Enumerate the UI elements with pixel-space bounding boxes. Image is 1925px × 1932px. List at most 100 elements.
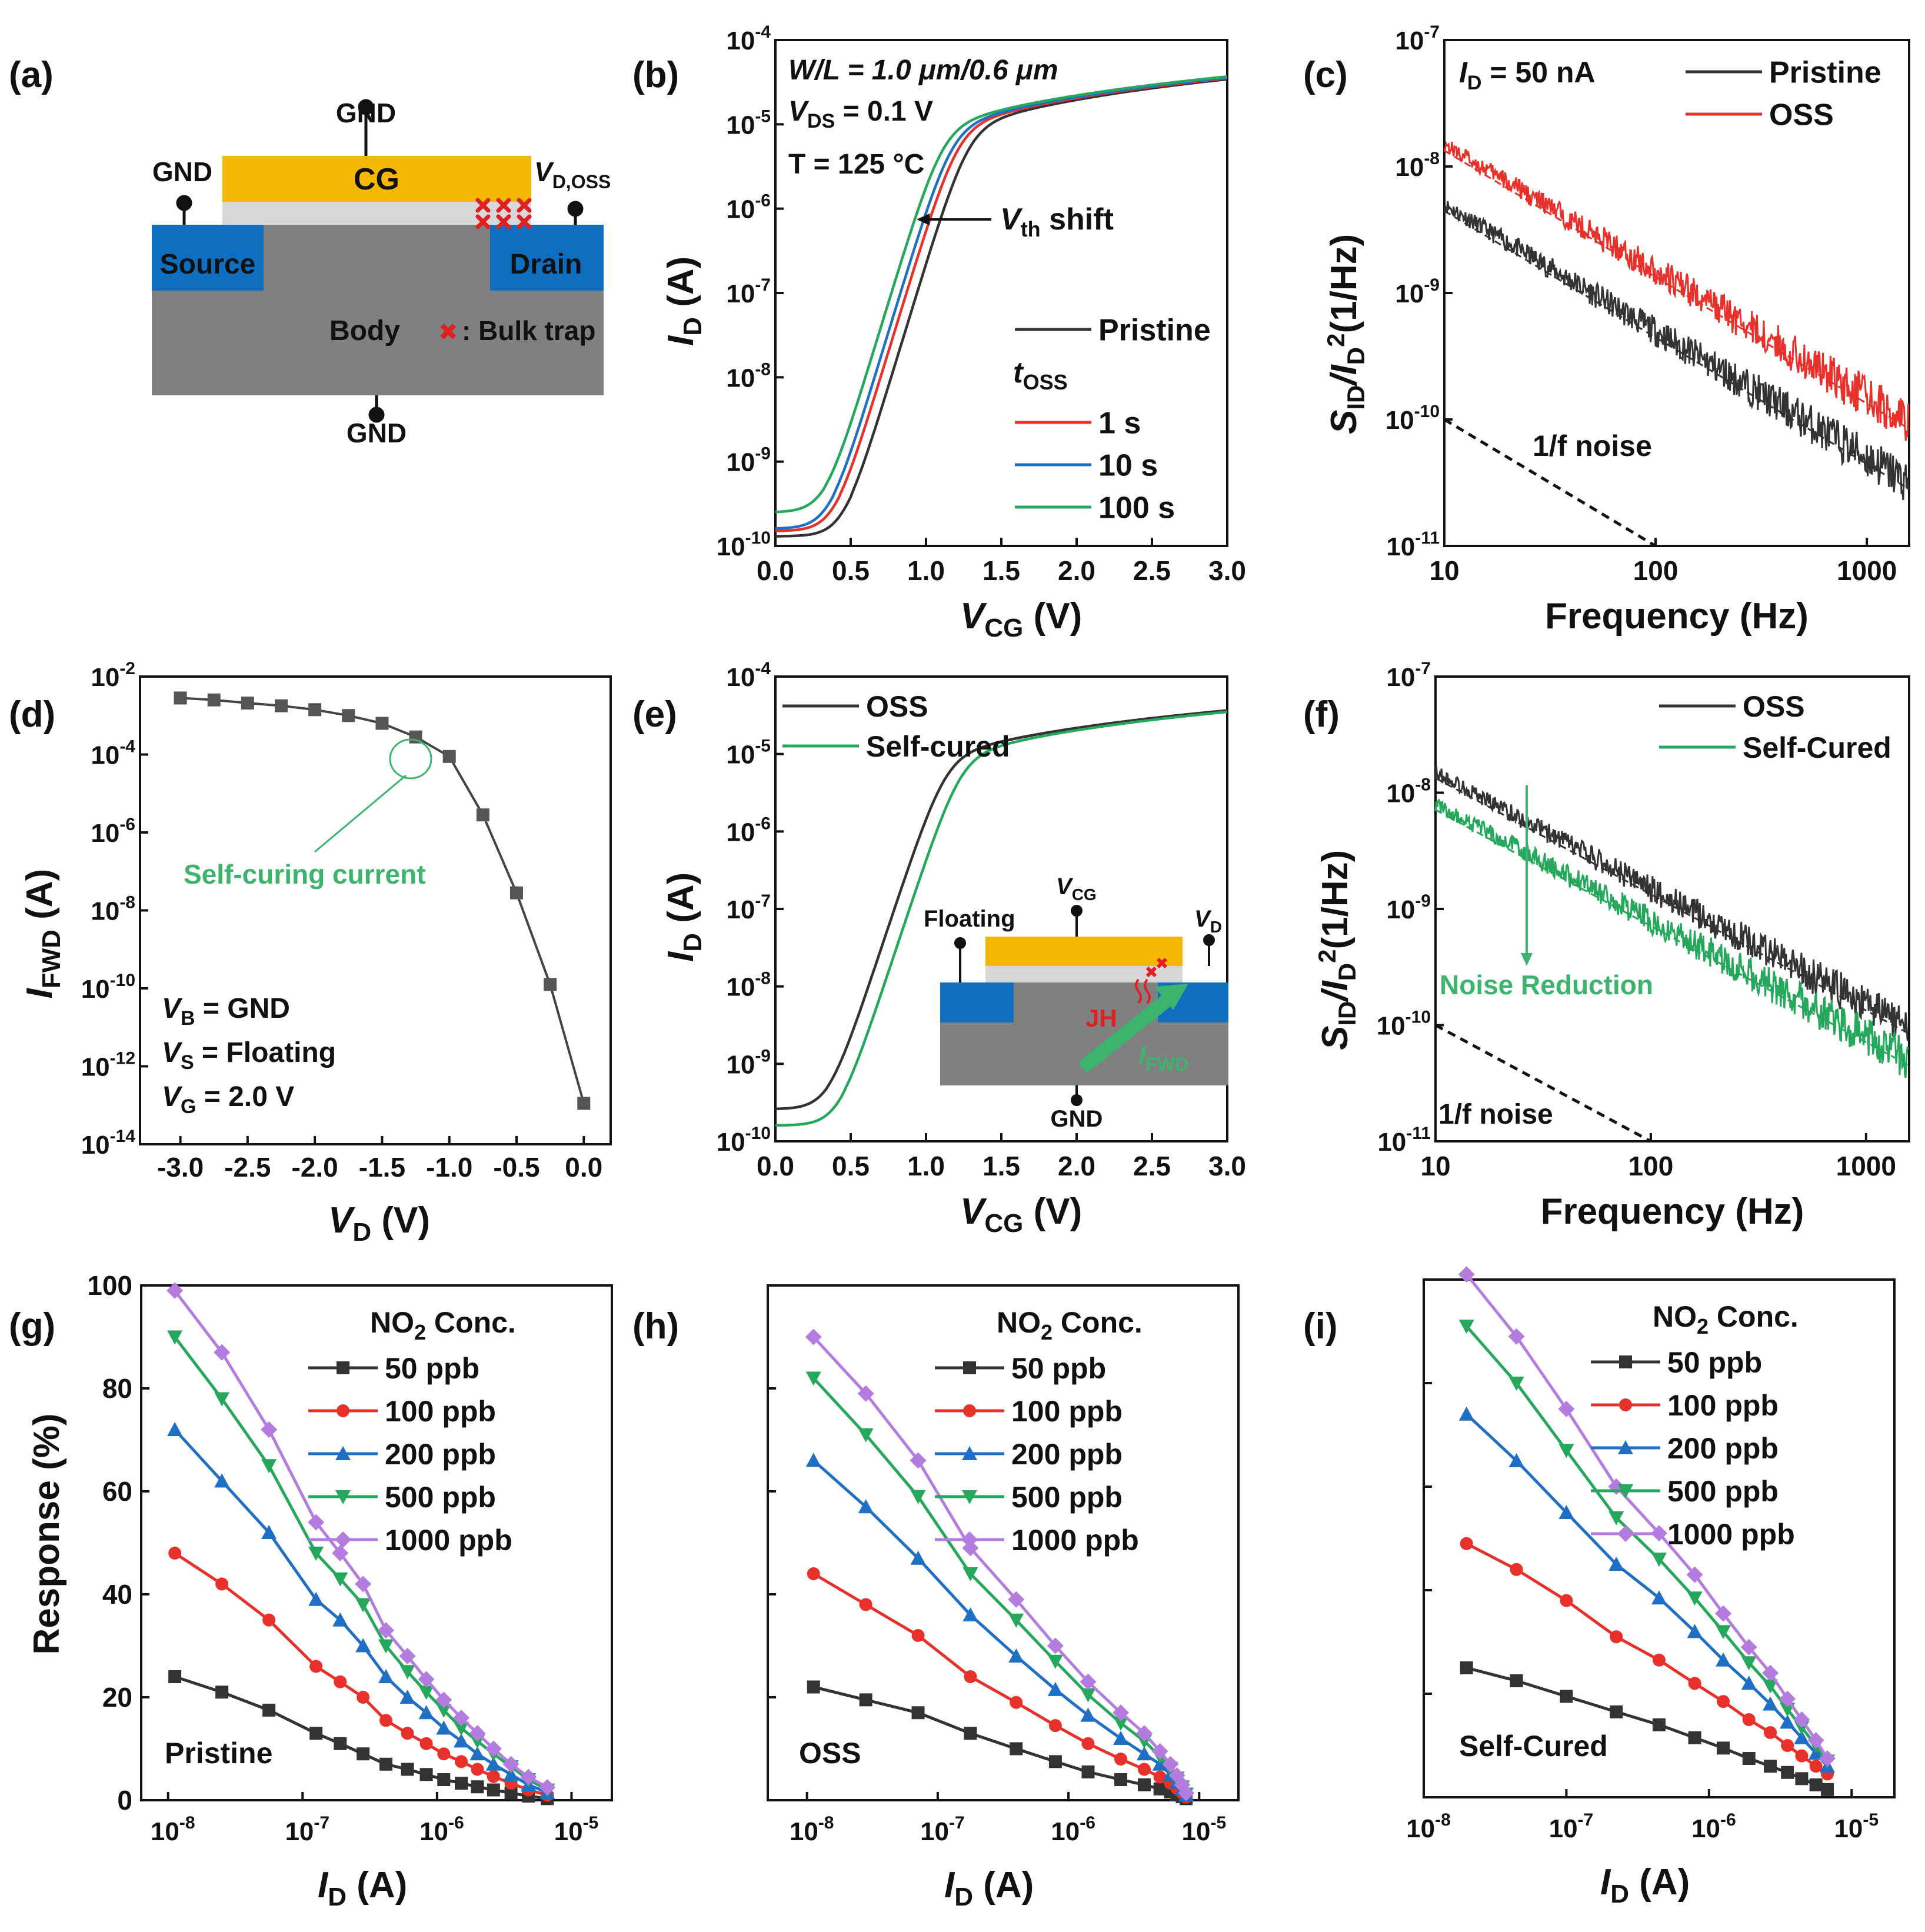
y-tick-label: 10-7 — [726, 275, 771, 308]
data-point — [261, 1459, 277, 1474]
legend-marker — [961, 1531, 978, 1548]
data-point — [1558, 1505, 1574, 1519]
data-point — [857, 1385, 874, 1402]
series-line-50-ppb — [174, 1675, 548, 1800]
data-point — [859, 1598, 872, 1611]
y-tick-label: 60 — [102, 1476, 132, 1507]
plot-frame — [139, 675, 612, 1145]
y-tick-label: 10-6 — [726, 191, 771, 224]
gnd-left-label: GND — [152, 156, 212, 187]
x-tick-label: 100 — [1633, 555, 1678, 586]
x-tick-label: 1000 — [1836, 1151, 1896, 1181]
x-tick-label: 10-7 — [1549, 1810, 1594, 1843]
data-point — [502, 1756, 519, 1773]
legend-label: 100 s — [1098, 491, 1175, 525]
data-point — [911, 1629, 925, 1642]
data-point — [469, 1725, 486, 1742]
data-point — [167, 1422, 183, 1436]
data-point — [308, 1591, 324, 1606]
panel-i-chart: 10-8 10-7 10-6 10-5 ID (A) NO2 Conc. 50 ppb 100… — [1406, 1266, 1896, 1908]
y-tick-label: 10-10 — [81, 971, 135, 1004]
y-tick-label: 10-10 — [717, 528, 771, 561]
series-line-100-s — [775, 75, 1228, 514]
data-point — [1793, 1711, 1810, 1728]
x-tick-label: -1.0 — [426, 1152, 472, 1182]
y-tick-label: 10-4 — [726, 659, 771, 692]
data-point — [1081, 1737, 1095, 1750]
data-point — [1795, 1749, 1809, 1763]
data-point — [1807, 1732, 1824, 1749]
data-point — [332, 1545, 349, 1561]
y-tick-label: 40 — [102, 1579, 132, 1610]
x-tick-label: -2.5 — [224, 1152, 271, 1182]
y-tick-label: 10-10 — [1386, 402, 1440, 435]
data-point — [453, 1710, 469, 1726]
x-tick-label: 2.5 — [1133, 555, 1171, 586]
x-tick-label: 100 — [1628, 1151, 1674, 1181]
series-fit-self-cured — [1435, 809, 1910, 1067]
data-point — [1610, 1705, 1623, 1718]
data-point — [476, 808, 489, 822]
panel-b-annotations: W/L = 1.0 μm/0.6 μm VDS = 0.1 V T = 125 … — [788, 55, 1114, 394]
legend-label: Pristine — [1098, 314, 1211, 348]
x-axis-label: Frequency (Hz) — [1545, 596, 1809, 637]
data-point — [858, 1499, 874, 1514]
data-point — [419, 1737, 433, 1750]
y-tick-label: 0 — [117, 1785, 132, 1816]
data-point — [166, 1282, 184, 1299]
y-tick-label: 10-9 — [1386, 891, 1431, 924]
terminals — [176, 99, 584, 423]
series-line-pristine — [1443, 201, 1910, 501]
x-tick-label: 1.0 — [907, 1151, 945, 1181]
legend-label: 100 ppb — [1011, 1395, 1123, 1428]
data-point — [1010, 1696, 1023, 1709]
data-point — [1717, 1741, 1730, 1755]
data-point — [539, 1779, 556, 1796]
series-line-500-ppb — [812, 1377, 1188, 1795]
y-tick-label: 10-7 — [726, 891, 771, 924]
data-point — [1610, 1630, 1623, 1644]
y-tick-label: 10-4 — [726, 22, 771, 55]
y-tick-label: 10-8 — [726, 359, 771, 392]
data-point — [437, 1773, 451, 1786]
series-line-10-s — [775, 76, 1228, 530]
x-tick-label: 0.5 — [832, 555, 870, 586]
series-fit-oss — [1444, 149, 1910, 430]
x-tick-label: -0.5 — [493, 1152, 539, 1182]
data-point — [1560, 1594, 1573, 1607]
data-point — [1715, 1605, 1732, 1622]
data-point — [168, 1547, 182, 1560]
y-tick-label: 10-7 — [1395, 22, 1440, 55]
x-tick-label: 10-8 — [151, 1813, 195, 1846]
panel-label-a: (a) — [9, 55, 54, 95]
data-point — [334, 1737, 347, 1750]
y-tick-label: 10-9 — [1395, 275, 1440, 308]
data-point — [379, 1757, 392, 1771]
panel-f-annotations: Noise Reduction 1/f noise — [1438, 785, 1653, 1130]
data-point — [485, 1756, 501, 1771]
ifwd-arrowhead — [1154, 984, 1188, 1010]
data-point — [1047, 1637, 1064, 1654]
data-point — [964, 1670, 977, 1683]
data-point — [520, 1768, 537, 1786]
data-point — [487, 1783, 500, 1797]
b-wl-label: W/L = 1.0 μm/0.6 μm — [788, 55, 1058, 86]
data-point — [1795, 1772, 1809, 1786]
panel-f-chart: 10 100 1000 10-11 10-10 10-9 10-8 10-7 Frequency… — [1313, 659, 1910, 1232]
legend-label: 100 ppb — [385, 1395, 496, 1428]
data-point — [504, 1786, 518, 1800]
legend-label: 500 ppb — [1011, 1481, 1123, 1514]
legend-marker — [1618, 1484, 1633, 1498]
data-point — [1113, 1731, 1128, 1745]
data-point — [1717, 1695, 1730, 1708]
data-point — [418, 1685, 434, 1700]
data-point — [419, 1768, 433, 1781]
legend-marker — [962, 1446, 977, 1460]
legend-label: 50 ppb — [1011, 1352, 1106, 1385]
data-point — [1138, 1778, 1151, 1791]
data-point — [308, 1547, 324, 1561]
data-point — [1781, 1766, 1794, 1779]
y-tick-label: 10-8 — [726, 969, 771, 1002]
data-point — [261, 1525, 277, 1539]
legend-marker — [337, 1404, 349, 1417]
